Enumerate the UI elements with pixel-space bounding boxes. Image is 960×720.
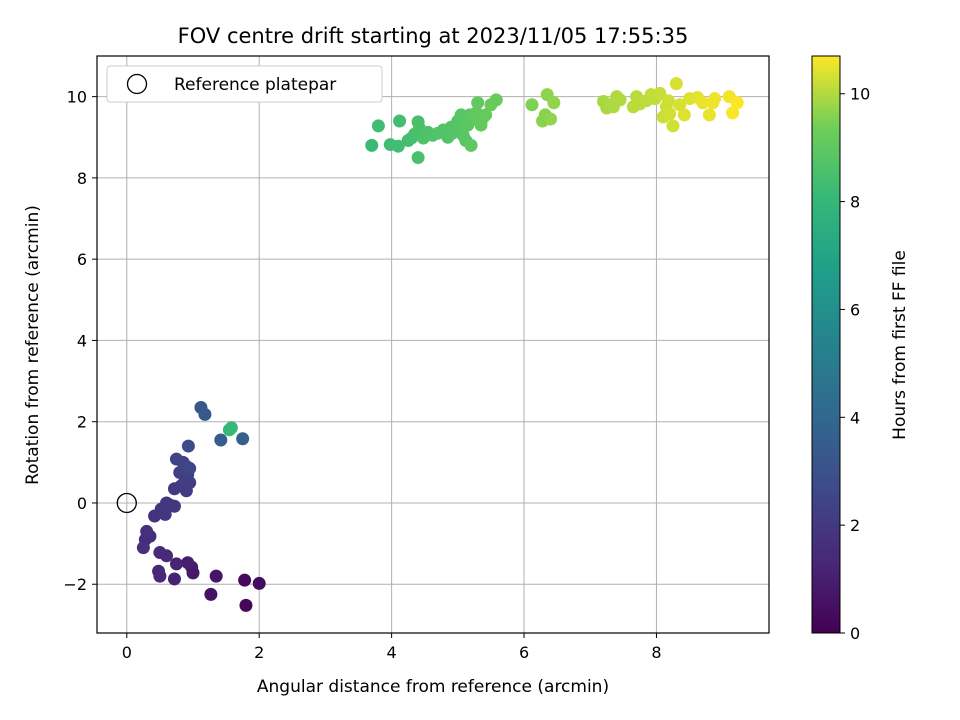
y-tick-label: −2 (63, 575, 87, 594)
data-point (236, 432, 250, 446)
data-point (677, 108, 691, 122)
data-point (181, 556, 195, 570)
data-points (136, 77, 744, 612)
colorbar-gradient (811, 55, 841, 634)
x-tick-label: 0 (122, 643, 132, 662)
data-point (169, 452, 183, 466)
reference-platepar-marker (116, 492, 137, 514)
data-point (140, 524, 154, 538)
data-point (204, 587, 218, 601)
data-point (653, 86, 667, 100)
data-point (393, 114, 407, 128)
colorbar-tick-label: 8 (850, 193, 860, 212)
data-point (471, 96, 485, 110)
colorbar-tick-label: 0 (850, 624, 860, 643)
colorbar-tick-label: 4 (850, 408, 860, 427)
data-point (252, 576, 266, 590)
y-axis-ticks: −2 0 2 4 6 8 10 (63, 88, 97, 594)
colorbar-tick-label: 2 (850, 516, 860, 535)
legend-box (106, 65, 383, 103)
y-axis-label: Rotation from reference (arcmin) (23, 205, 43, 485)
y-tick-label: 0 (77, 494, 87, 513)
data-point (666, 119, 680, 133)
x-axis-label: Angular distance from reference (arcmin) (257, 677, 609, 697)
data-point (673, 98, 687, 112)
data-point (479, 108, 493, 122)
x-tick-label: 6 (519, 643, 529, 662)
data-point (696, 96, 710, 110)
data-point (613, 93, 627, 107)
data-point (702, 108, 716, 122)
y-tick-label: 4 (77, 331, 87, 350)
data-point (411, 151, 425, 165)
data-point (160, 496, 174, 510)
data-point (391, 139, 405, 153)
y-tick-label: 8 (77, 169, 87, 188)
legend-label: Reference platepar (174, 75, 336, 95)
legend-marker-icon (126, 73, 148, 95)
legend: Reference platepar (106, 65, 383, 103)
x-tick-label: 4 (387, 643, 397, 662)
data-point (214, 433, 228, 447)
data-point (224, 421, 238, 435)
data-point (183, 461, 197, 475)
x-axis-ticks: 0 2 4 6 8 (122, 633, 662, 662)
data-point (726, 106, 740, 120)
data-point (669, 77, 683, 91)
data-point (152, 564, 166, 578)
grid-lines (97, 56, 769, 633)
colorbar-tick-label: 6 (850, 300, 860, 319)
colorbar: 0 2 4 6 8 10 Hours from first FF file (811, 55, 910, 643)
colorbar-label: Hours from first FF file (890, 250, 910, 440)
data-point (365, 138, 379, 152)
data-point (239, 598, 253, 612)
data-point (708, 92, 722, 106)
data-point (136, 541, 150, 555)
x-tick-label: 2 (254, 643, 264, 662)
data-point (209, 569, 223, 583)
data-point (371, 119, 385, 133)
data-point (167, 572, 181, 586)
reference-marker (116, 492, 137, 514)
data-point (464, 138, 478, 152)
plot-frame (96, 55, 770, 634)
data-point (181, 439, 195, 453)
data-point (198, 407, 212, 421)
data-point (489, 93, 503, 107)
data-point (663, 107, 677, 121)
y-tick-label: 2 (77, 413, 87, 432)
data-point (661, 94, 675, 108)
data-point (525, 98, 539, 112)
colorbar-tick-label: 10 (850, 85, 870, 104)
data-point (169, 557, 183, 571)
data-point (730, 96, 744, 110)
data-point (153, 546, 167, 560)
chart-title: FOV centre drift starting at 2023/11/05 … (178, 24, 689, 48)
y-tick-label: 6 (77, 250, 87, 269)
colorbar-ticks: 0 2 4 6 8 10 (840, 85, 870, 643)
data-point (547, 96, 561, 110)
y-tick-label: 10 (67, 88, 87, 107)
data-point (544, 112, 558, 126)
x-tick-label: 8 (651, 643, 661, 662)
data-point (238, 573, 252, 587)
